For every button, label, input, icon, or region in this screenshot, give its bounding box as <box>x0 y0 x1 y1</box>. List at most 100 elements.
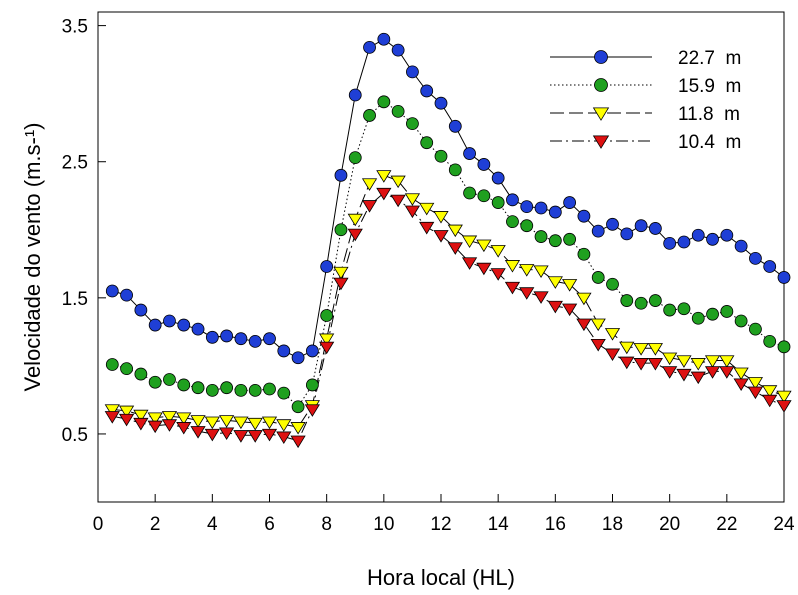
data-point <box>291 351 305 365</box>
data-point <box>261 416 278 430</box>
data-point <box>677 235 691 249</box>
data-point <box>720 305 734 318</box>
data-point <box>490 245 506 258</box>
data-point <box>134 303 148 317</box>
x-tick-label: 6 <box>264 514 275 535</box>
x-axis-title: Hora local (HL) <box>367 565 515 590</box>
data-point <box>749 322 762 336</box>
data-point <box>762 385 778 398</box>
data-point <box>563 232 577 246</box>
data-point <box>333 277 349 291</box>
data-point <box>606 277 619 291</box>
data-point <box>219 427 235 440</box>
data-point <box>147 412 163 425</box>
data-point <box>448 119 462 133</box>
data-point <box>504 281 521 295</box>
data-point <box>147 420 163 434</box>
data-point <box>404 205 421 219</box>
data-point <box>191 322 205 336</box>
x-tick-label: 10 <box>373 514 394 535</box>
data-point <box>733 378 749 391</box>
data-point <box>777 340 791 354</box>
data-point <box>506 193 519 207</box>
data-point <box>648 222 662 235</box>
data-point <box>133 409 149 423</box>
data-point <box>319 333 335 347</box>
data-point <box>161 411 178 424</box>
data-point <box>177 378 191 392</box>
x-tick-label: 22 <box>716 514 737 535</box>
data-point <box>277 386 291 400</box>
data-point <box>633 343 649 356</box>
data-point <box>334 223 348 237</box>
data-point <box>720 228 734 242</box>
data-point <box>734 314 748 328</box>
data-point <box>377 32 391 46</box>
data-point <box>548 205 562 219</box>
data-point <box>376 187 392 201</box>
data-point <box>391 43 405 57</box>
data-point <box>776 390 792 404</box>
data-point <box>577 209 591 223</box>
data-point <box>204 416 220 430</box>
data-point <box>777 271 791 284</box>
data-point <box>663 303 677 317</box>
data-point <box>204 428 220 442</box>
data-point <box>163 373 176 386</box>
data-point <box>604 348 621 362</box>
data-point <box>120 362 133 376</box>
data-point <box>690 358 706 371</box>
data-point <box>105 358 119 371</box>
data-point <box>519 287 535 300</box>
data-point <box>391 104 405 118</box>
data-point <box>163 314 176 328</box>
y-tick-label: 3.5 <box>62 17 88 38</box>
data-point <box>319 341 335 355</box>
data-point <box>176 412 192 425</box>
data-point <box>305 378 319 392</box>
data-point <box>406 65 419 79</box>
data-point <box>348 151 362 165</box>
data-point <box>248 334 262 348</box>
data-point <box>448 163 462 177</box>
x-tick-label: 0 <box>93 514 104 535</box>
data-point <box>747 377 764 390</box>
data-point <box>676 368 692 382</box>
data-point <box>247 430 263 443</box>
series-group <box>112 174 785 428</box>
legend-label: 15.9 m <box>678 76 741 97</box>
y-tick-label: 0.5 <box>62 425 88 446</box>
y-axis-title: Velocidade do vento (m.s-¹) <box>20 122 45 391</box>
data-point <box>547 300 563 314</box>
data-point <box>491 171 505 185</box>
data-point <box>463 186 476 200</box>
data-point <box>247 417 263 431</box>
series-points <box>104 170 792 435</box>
data-point <box>762 394 778 408</box>
data-point <box>276 419 292 432</box>
data-point <box>191 381 205 395</box>
data-point <box>562 279 578 292</box>
data-point <box>763 334 777 348</box>
data-point <box>190 415 206 428</box>
data-point <box>548 234 562 248</box>
x-tick-label: 20 <box>659 514 680 535</box>
data-point <box>590 338 606 352</box>
data-point <box>476 239 492 253</box>
series-points <box>105 95 791 414</box>
x-tick-label: 2 <box>150 514 161 535</box>
y-tick-label: 2.5 <box>62 153 88 174</box>
data-point <box>261 428 278 442</box>
data-point <box>277 344 291 358</box>
data-point <box>476 262 492 276</box>
data-point <box>420 136 434 150</box>
data-point <box>134 367 148 381</box>
data-point <box>333 266 349 280</box>
x-tick-label: 12 <box>430 514 451 535</box>
data-point <box>419 221 435 235</box>
data-point <box>406 117 419 131</box>
data-point <box>420 84 434 98</box>
series-points <box>105 32 791 365</box>
y-tick-label: 1.5 <box>62 289 88 310</box>
